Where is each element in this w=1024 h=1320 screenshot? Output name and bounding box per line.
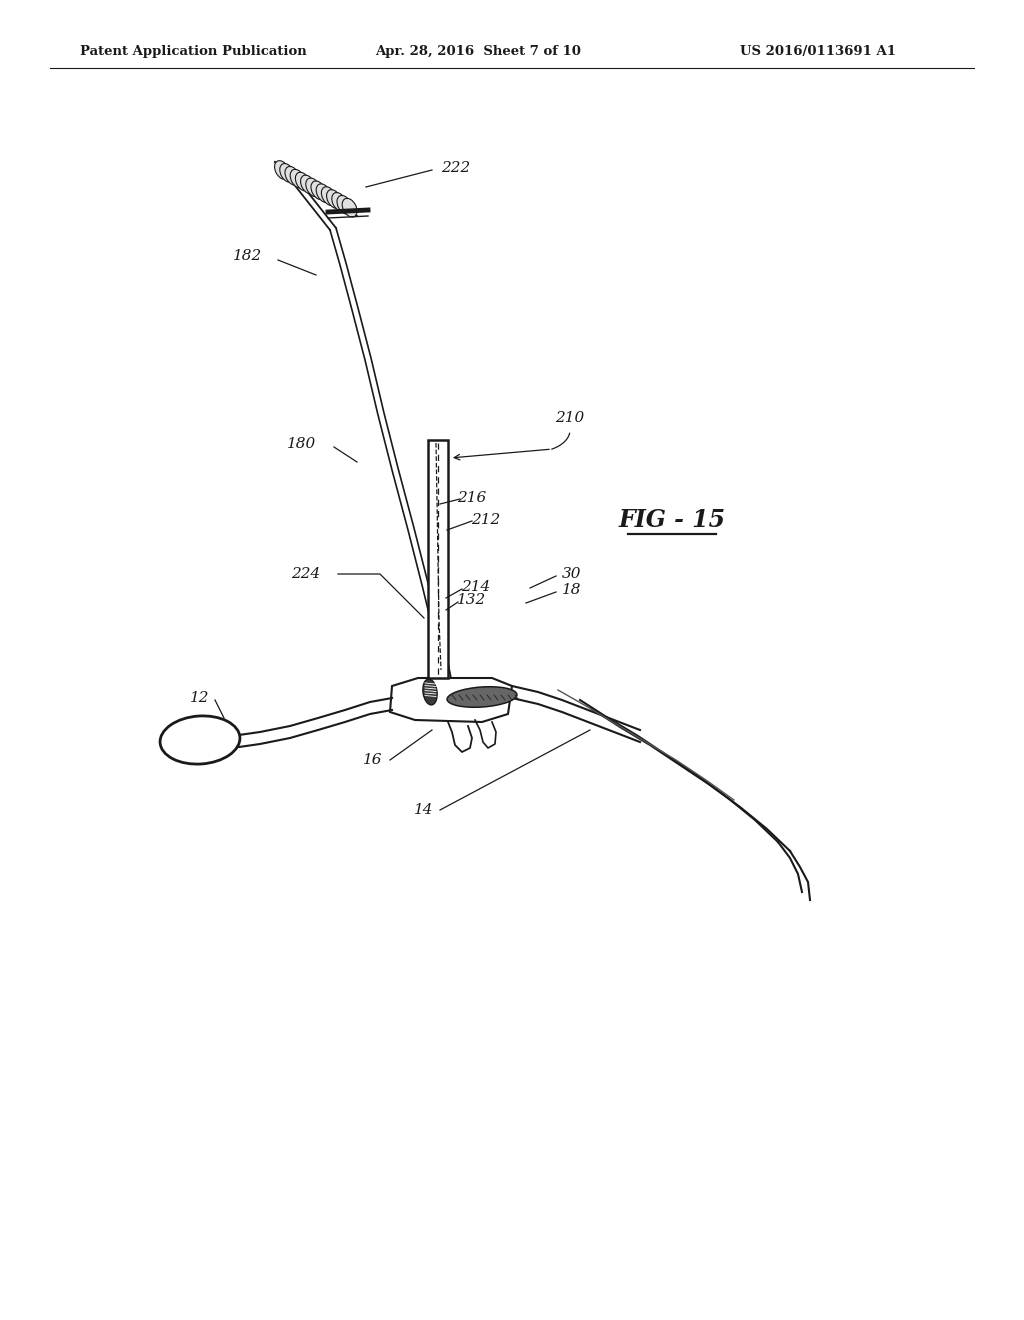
Ellipse shape — [160, 715, 240, 764]
Ellipse shape — [322, 186, 336, 206]
Polygon shape — [428, 440, 449, 678]
Text: 214: 214 — [462, 579, 490, 594]
Ellipse shape — [316, 183, 331, 202]
Ellipse shape — [280, 164, 295, 182]
Ellipse shape — [285, 166, 300, 185]
Ellipse shape — [327, 190, 341, 209]
Text: 224: 224 — [292, 568, 321, 581]
Text: 16: 16 — [364, 752, 383, 767]
Text: 212: 212 — [471, 513, 501, 527]
Ellipse shape — [306, 178, 321, 197]
Ellipse shape — [423, 678, 437, 705]
Text: 18: 18 — [562, 583, 582, 597]
Ellipse shape — [290, 169, 305, 187]
Text: Apr. 28, 2016  Sheet 7 of 10: Apr. 28, 2016 Sheet 7 of 10 — [375, 45, 581, 58]
Text: 132: 132 — [458, 593, 486, 607]
Ellipse shape — [337, 195, 352, 214]
Ellipse shape — [342, 198, 357, 216]
Ellipse shape — [447, 686, 517, 708]
Text: FIG - 15: FIG - 15 — [618, 508, 726, 532]
Text: 180: 180 — [288, 437, 316, 451]
Text: Patent Application Publication: Patent Application Publication — [80, 45, 307, 58]
Text: 216: 216 — [458, 491, 486, 506]
Ellipse shape — [274, 161, 290, 180]
Text: 30: 30 — [562, 568, 582, 581]
Text: 182: 182 — [233, 249, 262, 263]
Text: 222: 222 — [441, 161, 471, 176]
Polygon shape — [390, 678, 512, 722]
Text: 12: 12 — [190, 690, 210, 705]
Text: US 2016/0113691 A1: US 2016/0113691 A1 — [740, 45, 896, 58]
Ellipse shape — [332, 193, 346, 211]
Ellipse shape — [311, 181, 326, 199]
Ellipse shape — [301, 176, 315, 194]
Text: 210: 210 — [555, 411, 585, 425]
Text: 14: 14 — [415, 803, 434, 817]
Ellipse shape — [295, 172, 310, 191]
